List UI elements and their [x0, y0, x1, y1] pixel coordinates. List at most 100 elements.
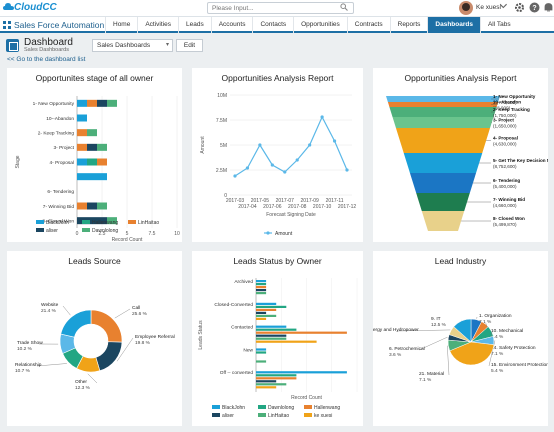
bar — [256, 289, 267, 292]
donut-slice — [95, 341, 123, 372]
app-launcher-icon[interactable] — [3, 21, 11, 29]
tab-accounts[interactable]: Accounts — [210, 17, 253, 33]
bar — [256, 308, 277, 311]
tab-contacts[interactable]: Contacts — [252, 17, 293, 33]
bar — [256, 374, 297, 377]
x-tick-label: 2017-11 — [326, 198, 344, 204]
slice-label: Call — [132, 305, 140, 311]
bar — [256, 317, 267, 320]
dashboard-select-value: Sales Dashboards — [97, 42, 151, 49]
slice-pct: 25.6 % — [132, 311, 148, 317]
page-title: Dashboard — [24, 37, 73, 48]
bar-segment — [87, 158, 97, 166]
slice-label: Energy and Hydropower — [373, 327, 419, 333]
x-tick-label: 2017-09 — [300, 198, 319, 204]
legend-label: ke xuesi — [314, 413, 332, 419]
legend-swatch — [258, 405, 266, 409]
funnel-segment — [409, 173, 477, 193]
y-tick-label: Contacted — [231, 325, 253, 331]
data-point — [295, 158, 299, 162]
search-icon[interactable] — [340, 3, 348, 11]
slice-label: Employee Referral — [135, 334, 175, 340]
chart-opportunity-funnel: 1- New Opportunity(1,770,000)10--Abandon… — [386, 94, 548, 231]
bar — [256, 280, 267, 283]
avatar[interactable] — [459, 1, 473, 15]
tab-opportunities[interactable]: Opportunities — [293, 17, 347, 33]
funnel-value: (1,650,000) — [493, 124, 517, 129]
slice-pct: 3.6 % — [389, 352, 402, 358]
legend-label: Amount — [275, 231, 293, 237]
help-icon[interactable]: ? — [529, 2, 540, 13]
panel-opportunity-stage: Opportunites stage of all owner 0 2.5 5 7.5… — [7, 68, 182, 242]
y-tick-label: 8- Closed Won — [42, 218, 74, 224]
y-tick-label: 7- Winning Bid — [43, 204, 75, 210]
x-tick-label: 10 — [174, 231, 180, 237]
svg-text:?: ? — [532, 5, 536, 12]
edit-button[interactable]: Edit — [176, 39, 203, 52]
logo[interactable]: CloudCC — [3, 2, 57, 13]
legend-swatch — [212, 413, 220, 417]
bar — [256, 283, 267, 286]
y-tick-label: 4- Proposal — [49, 160, 74, 166]
back-to-dashboard-list-link[interactable]: << Go to the dashboard list — [7, 56, 86, 63]
leader-line — [447, 345, 450, 376]
y-tick-label: 6- Tendering — [47, 189, 74, 195]
bar — [256, 351, 267, 354]
y-tick-label: Off -- converted — [220, 370, 254, 376]
leader-line — [396, 329, 451, 332]
funnel-value: (5,400,000) — [493, 184, 517, 189]
bar-segment — [97, 99, 107, 107]
bar-segment — [77, 114, 87, 122]
funnel-segment — [389, 107, 497, 117]
x-tick-label: 2017-12 — [338, 204, 357, 210]
bar-segment — [77, 158, 87, 166]
dashboard-select[interactable]: Sales Dashboards ▾ — [92, 39, 173, 52]
funnel-segment — [386, 96, 500, 102]
panel-title: Leads Status by Owner — [233, 256, 322, 266]
x-tick-label: 2017-04 — [238, 204, 257, 210]
bar-segment — [77, 217, 107, 225]
notification-icon[interactable] — [543, 2, 554, 13]
bar-segment — [87, 99, 97, 107]
x-axis-title: Record Count — [112, 237, 143, 242]
data-point — [233, 174, 237, 178]
funnel-value: (5,499,870) — [493, 222, 517, 227]
x-tick-label: 7.5 — [149, 231, 156, 237]
bar-segment — [77, 143, 87, 151]
chart-opportunity-stage: 0 2.5 5 7.5 10 1- New Opportunity 10--Abandon 2… — [15, 96, 180, 242]
tab-reports[interactable]: Reports — [389, 17, 428, 33]
y-tick-label: 10--Abandon — [46, 116, 74, 122]
tab-dashboards[interactable]: Dashboards — [427, 17, 480, 33]
tab-home[interactable]: Home — [105, 17, 137, 33]
legend-swatch — [258, 413, 266, 417]
tab-contracts[interactable]: Contracts — [346, 17, 390, 33]
data-point — [270, 163, 274, 167]
tab-leads[interactable]: Leads — [178, 17, 211, 33]
nav-tabs: Home Activities Leads Accounts Contacts Oppor… — [105, 17, 518, 33]
pie-slice — [453, 318, 472, 343]
data-point — [308, 143, 312, 147]
funnel-label: 6- Tendering — [493, 178, 520, 183]
funnel-label: 2- Keep Tracking — [493, 107, 530, 112]
gear-icon[interactable] — [514, 2, 525, 13]
y-tick-label: Archived — [234, 279, 253, 285]
user-name[interactable]: Ke xuesi — [476, 4, 501, 11]
pie-slice — [449, 341, 495, 366]
funnel-segment — [416, 193, 470, 211]
panel-leads-source: Leads Source Call 25.6 % Employee Referral… — [7, 251, 182, 426]
panel-opportunity-funnel: Opportunities Analysis Report 1- New Opp… — [373, 68, 548, 242]
x-tick-label: 2.5 — [99, 231, 106, 237]
tab-all-tabs[interactable]: All Tabs — [479, 17, 518, 33]
chevron-down-icon[interactable] — [500, 2, 511, 13]
funnel-value: (88,000) — [493, 106, 511, 111]
x-tick-label: 2017-06 — [263, 204, 282, 210]
slice-pct: 12.3 % — [75, 385, 91, 391]
tab-activities[interactable]: Activities — [137, 17, 178, 33]
data-point — [258, 143, 262, 147]
y-axis-title: Leads Status — [198, 320, 204, 350]
panel-title: Opportunities Analysis Report — [404, 73, 517, 83]
search-input[interactable] — [207, 2, 354, 14]
app-name[interactable]: Sales Force Automation — [14, 20, 105, 30]
y-axis-title: Stage — [15, 155, 21, 168]
y-tick-label: Closed-Converted — [214, 302, 253, 308]
